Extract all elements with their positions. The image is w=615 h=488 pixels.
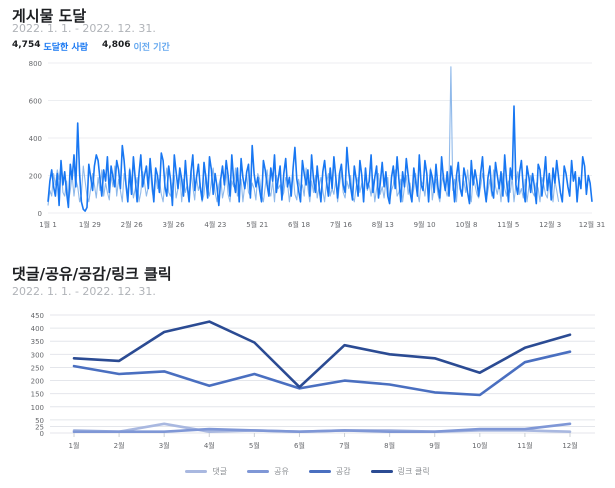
x-tick-label: 1월 29 bbox=[79, 220, 101, 229]
x-tick-label: 11월 5 bbox=[497, 220, 519, 229]
x-tick-label: 7월 16 bbox=[330, 220, 353, 229]
engagement-title: 댓글/공유/공감/링크 클릭 bbox=[12, 265, 172, 283]
x-tick-label: 1월 1 bbox=[39, 220, 57, 229]
x-tick-label: 2월 26 bbox=[121, 220, 144, 229]
reach-title: 게시물 도달 bbox=[12, 7, 87, 25]
legend-item[interactable]: 댓글 bbox=[185, 466, 227, 477]
y-tick-label: 800 bbox=[29, 60, 42, 68]
y-tick-label: 400 bbox=[29, 135, 42, 143]
x-tick-label: 1월 bbox=[69, 441, 80, 450]
x-tick-label: 3월 26 bbox=[163, 220, 186, 229]
y-tick-label: 250 bbox=[31, 364, 44, 372]
x-tick-label: 4월 bbox=[204, 441, 215, 450]
metric-value: 4,806 bbox=[102, 40, 131, 50]
y-tick-label: 150 bbox=[31, 391, 44, 399]
legend-label: 공감 bbox=[335, 467, 351, 476]
legend-swatch bbox=[308, 470, 331, 473]
x-tick-label: 2월 bbox=[114, 441, 125, 450]
y-tick-label: 100 bbox=[31, 404, 44, 412]
series-line bbox=[72, 350, 572, 397]
x-tick-label: 12월 3 bbox=[539, 220, 561, 229]
reach-chart: 0 200 400 600 800 1월 1 1월 29 2월 26 3월 26 4월 23 5월 … bbox=[29, 60, 606, 229]
x-tick-label: 9월 bbox=[429, 441, 440, 450]
legend-item[interactable]: 공유 bbox=[247, 466, 289, 477]
x-tick-label: 6월 18 bbox=[288, 220, 310, 229]
x-tick-label: 8월 13 bbox=[372, 220, 394, 229]
metric-label: 도달한 사람 bbox=[43, 43, 89, 53]
series-line bbox=[72, 422, 572, 433]
metric-reached-people[interactable]: 4,754 도달한 사람 bbox=[12, 40, 88, 53]
y-tick-label: 200 bbox=[31, 378, 44, 386]
x-tick-label: 6월 bbox=[294, 441, 305, 450]
x-tick-label: 12월 31 bbox=[579, 220, 605, 229]
engagement-date-range: 2022. 1. 1. - 2022. 12. 31. bbox=[12, 285, 156, 298]
x-tick-label: 10월 8 bbox=[455, 220, 477, 229]
x-tick-label: 8월 bbox=[384, 441, 395, 450]
series-line bbox=[72, 320, 572, 389]
metric-previous-period[interactable]: 4,806 이전 기간 bbox=[102, 40, 170, 53]
metric-label: 이전 기간 bbox=[133, 43, 170, 53]
x-tick-label: 5월 21 bbox=[246, 220, 268, 229]
y-tick-label: 350 bbox=[31, 338, 44, 346]
legend-item[interactable]: 링크 클릭 bbox=[370, 466, 430, 477]
y-tick-label: 400 bbox=[31, 325, 44, 333]
y-tick-label: 200 bbox=[29, 173, 42, 181]
legend-item[interactable]: 공감 bbox=[308, 466, 351, 477]
x-tick-label: 3월 bbox=[159, 441, 170, 450]
x-tick-label: 11월 bbox=[517, 441, 532, 450]
legend-label: 링크 클릭 bbox=[397, 467, 430, 476]
y-tick-label: 300 bbox=[31, 351, 44, 359]
y-tick-label: 0 bbox=[40, 430, 44, 438]
series-line-current bbox=[47, 105, 593, 212]
x-tick-label: 12월 bbox=[562, 441, 577, 450]
y-tick-label: 600 bbox=[29, 98, 42, 106]
engagement-legend: 댓글 공유 공감 링크 클릭 bbox=[0, 466, 615, 477]
y-tick-label: 25 bbox=[35, 423, 44, 431]
x-tick-label: 7월 bbox=[339, 441, 350, 450]
reach-date-range: 2022. 1. 1. - 2022. 12. 31. bbox=[12, 22, 156, 35]
y-tick-label: 0 bbox=[38, 210, 42, 218]
y-tick-label: 450 bbox=[31, 312, 44, 320]
metric-value: 4,754 bbox=[12, 40, 41, 50]
legend-label: 공유 bbox=[274, 467, 289, 476]
x-tick-label: 9월 10 bbox=[414, 220, 436, 229]
x-tick-label: 10월 bbox=[472, 441, 487, 450]
x-tick-label: 5월 bbox=[249, 441, 260, 450]
series-line-previous bbox=[47, 66, 560, 206]
x-tick-label: 4월 23 bbox=[204, 220, 226, 229]
legend-swatch bbox=[370, 470, 393, 473]
reach-metrics: 4,754 도달한 사람 4,806 이전 기간 bbox=[12, 40, 170, 53]
legend-swatch bbox=[247, 470, 270, 473]
legend-swatch bbox=[185, 470, 208, 473]
y-tick-label: 50 bbox=[35, 417, 44, 425]
legend-label: 댓글 bbox=[212, 467, 228, 476]
